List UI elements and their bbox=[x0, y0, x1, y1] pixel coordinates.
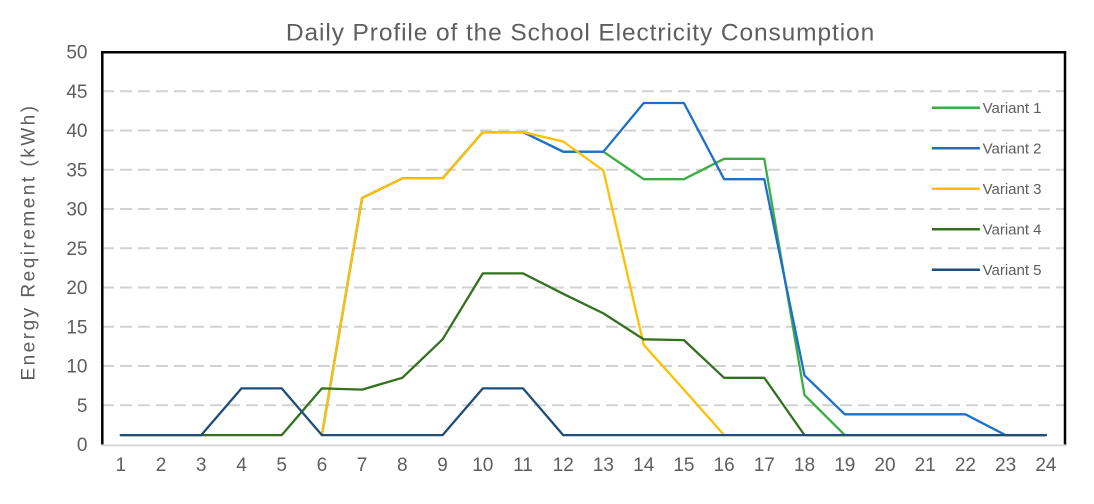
svg-text:10: 10 bbox=[472, 455, 493, 476]
svg-text:21: 21 bbox=[915, 455, 936, 476]
svg-text:12: 12 bbox=[553, 455, 574, 476]
svg-text:10: 10 bbox=[66, 357, 87, 378]
svg-text:4: 4 bbox=[236, 455, 247, 476]
svg-text:45: 45 bbox=[66, 82, 87, 103]
svg-text:Variant 3: Variant 3 bbox=[983, 181, 1042, 198]
svg-text:14: 14 bbox=[633, 455, 655, 476]
svg-text:20: 20 bbox=[66, 278, 87, 299]
svg-text:18: 18 bbox=[794, 455, 815, 476]
svg-text:Variant 2: Variant 2 bbox=[983, 141, 1042, 158]
svg-text:30: 30 bbox=[66, 200, 87, 221]
svg-text:6: 6 bbox=[317, 455, 328, 476]
svg-text:35: 35 bbox=[66, 161, 87, 182]
svg-text:5: 5 bbox=[276, 455, 287, 476]
svg-text:16: 16 bbox=[714, 455, 735, 476]
svg-text:5: 5 bbox=[77, 396, 88, 417]
svg-text:24: 24 bbox=[1035, 455, 1057, 476]
svg-text:19: 19 bbox=[834, 455, 855, 476]
svg-text:25: 25 bbox=[66, 239, 87, 260]
svg-text:17: 17 bbox=[754, 455, 775, 476]
svg-text:0: 0 bbox=[77, 435, 88, 456]
svg-text:2: 2 bbox=[156, 455, 167, 476]
svg-text:15: 15 bbox=[66, 318, 87, 339]
svg-text:Daily Profile of the School El: Daily Profile of the School Electricity … bbox=[286, 20, 875, 47]
svg-text:Energy Reqirement (kWh): Energy Reqirement (kWh) bbox=[19, 103, 40, 380]
svg-text:13: 13 bbox=[593, 455, 614, 476]
svg-text:50: 50 bbox=[66, 43, 87, 64]
svg-text:Variant 1: Variant 1 bbox=[983, 100, 1042, 117]
svg-text:1: 1 bbox=[116, 455, 127, 476]
svg-text:8: 8 bbox=[397, 455, 408, 476]
svg-text:Variant 4: Variant 4 bbox=[983, 222, 1042, 239]
svg-text:Variant 5: Variant 5 bbox=[983, 262, 1042, 279]
svg-text:3: 3 bbox=[196, 455, 207, 476]
svg-text:9: 9 bbox=[437, 455, 448, 476]
svg-text:40: 40 bbox=[66, 121, 87, 142]
svg-text:11: 11 bbox=[513, 455, 533, 476]
svg-text:7: 7 bbox=[357, 455, 368, 476]
svg-text:22: 22 bbox=[955, 455, 976, 476]
svg-text:23: 23 bbox=[995, 455, 1016, 476]
svg-text:15: 15 bbox=[673, 455, 694, 476]
svg-text:20: 20 bbox=[874, 455, 895, 476]
